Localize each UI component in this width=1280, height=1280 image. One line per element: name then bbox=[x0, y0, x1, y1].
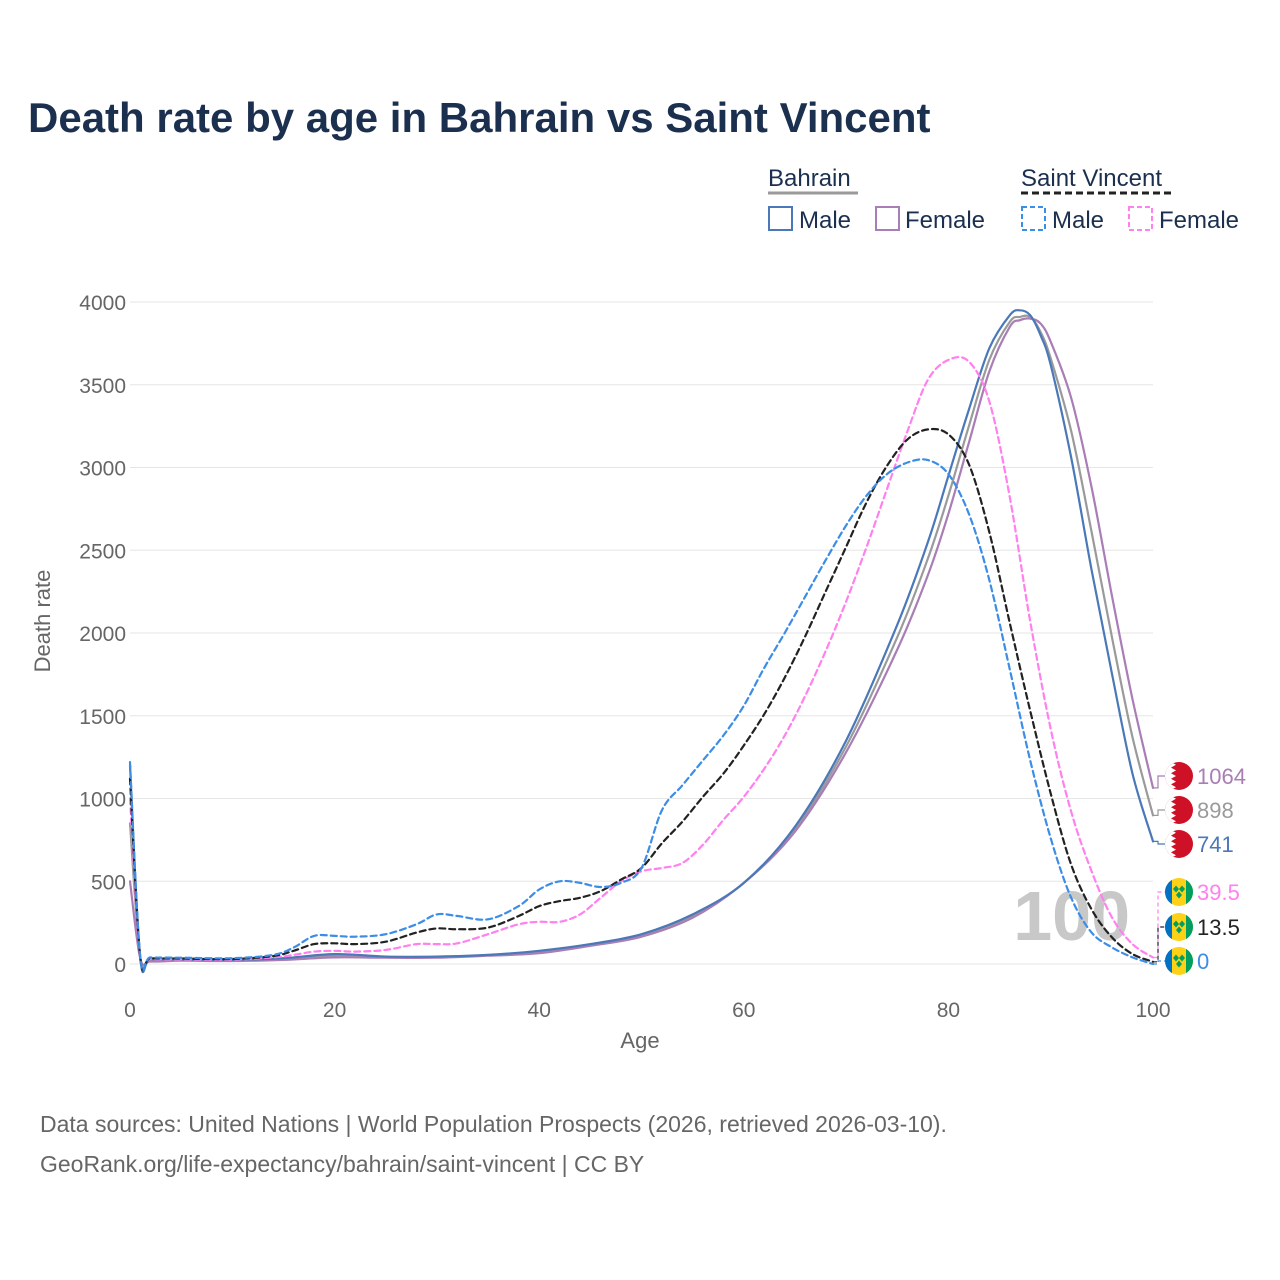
y-axis-title: Death rate bbox=[30, 570, 55, 673]
y-tick-label: 0 bbox=[114, 954, 126, 977]
y-tick-label: 3500 bbox=[79, 375, 126, 398]
saint-vincent-flag-icon bbox=[1165, 878, 1193, 906]
end-label-value: 1064 bbox=[1197, 764, 1246, 789]
series-line-sv-male[interactable] bbox=[128, 458, 1155, 972]
legend-saint-vincent-male-swatch[interactable] bbox=[1021, 206, 1046, 231]
x-tick-label: 40 bbox=[528, 999, 551, 1022]
end-label-connector bbox=[1153, 809, 1165, 816]
y-tick-label: 500 bbox=[91, 871, 126, 894]
y-tick-label: 1500 bbox=[79, 706, 126, 729]
legend-bahrain-female-swatch[interactable] bbox=[875, 206, 900, 231]
end-label-value: 39.5 bbox=[1197, 880, 1240, 905]
x-tick-label: 100 bbox=[1135, 999, 1170, 1022]
legend-saint-vincent-female-swatch[interactable] bbox=[1128, 206, 1153, 231]
x-tick-label: 0 bbox=[124, 999, 136, 1022]
year-watermark: 100 bbox=[1013, 877, 1130, 955]
series-line-bahrain-female[interactable] bbox=[128, 317, 1155, 967]
legend-saint-vincent-female-label[interactable]: Female bbox=[1159, 207, 1239, 234]
grid bbox=[130, 301, 1153, 965]
series-line-bahrain-male[interactable] bbox=[128, 309, 1155, 974]
legend-saint-vincent-male-label[interactable]: Male bbox=[1052, 207, 1104, 234]
x-axis-title: Age bbox=[620, 1028, 659, 1053]
end-label-value: 898 bbox=[1197, 798, 1234, 823]
end-label-value: 13.5 bbox=[1197, 915, 1240, 940]
saint-vincent-flag-icon bbox=[1165, 913, 1193, 941]
x-tick-label: 20 bbox=[323, 999, 346, 1022]
legend-saint-vincent-title: Saint Vincent bbox=[1021, 165, 1162, 192]
x-tick-label: 80 bbox=[937, 999, 960, 1022]
legend-bahrain-male-swatch[interactable] bbox=[768, 206, 793, 231]
series-lines bbox=[128, 309, 1155, 974]
legend-bahrain-female-label[interactable]: Female bbox=[905, 207, 985, 234]
series-line-sv-total[interactable] bbox=[128, 427, 1155, 972]
end-label-connector bbox=[1153, 891, 1165, 959]
source-line-2[interactable]: GeoRank.org/life-expectancy/bahrain/sain… bbox=[40, 1151, 644, 1177]
axis-ticks: 0 500 1000 1500 2000 2500 3000 3500 4000 0 20 40 60 8… bbox=[79, 292, 1170, 1022]
y-tick-label: 1000 bbox=[79, 789, 126, 812]
source-line-1: Data sources: United Nations | World Pop… bbox=[40, 1111, 947, 1137]
end-label-connector bbox=[1153, 960, 1165, 965]
end-label-connector bbox=[1153, 926, 1165, 963]
bahrain-flag-icon bbox=[1165, 796, 1193, 824]
y-tick-label: 3000 bbox=[79, 458, 126, 481]
legend-bahrain-title: Bahrain bbox=[768, 165, 851, 192]
y-tick-label: 2500 bbox=[79, 540, 126, 563]
x-tick-label: 60 bbox=[732, 999, 755, 1022]
y-tick-label: 4000 bbox=[79, 292, 126, 315]
saint-vincent-flag-icon bbox=[1165, 947, 1193, 975]
bahrain-flag-icon bbox=[1165, 830, 1193, 858]
legend: Bahrain Male Female Saint Vincent Male F… bbox=[768, 165, 1239, 234]
end-label-value: 741 bbox=[1197, 832, 1234, 857]
bahrain-flag-icon bbox=[1165, 762, 1193, 790]
end-label-connector bbox=[1153, 775, 1165, 789]
end-label-connector bbox=[1153, 840, 1165, 845]
end-label-value: 0 bbox=[1197, 949, 1209, 974]
end-labels: 1064 898 741 39.5 13.5 0 bbox=[1153, 762, 1246, 975]
series-line-sv-female[interactable] bbox=[128, 355, 1155, 971]
chart-title: Death rate by age in Bahrain vs Saint Vi… bbox=[28, 94, 931, 141]
legend-bahrain-male-label[interactable]: Male bbox=[799, 207, 851, 234]
y-tick-label: 2000 bbox=[79, 623, 126, 646]
